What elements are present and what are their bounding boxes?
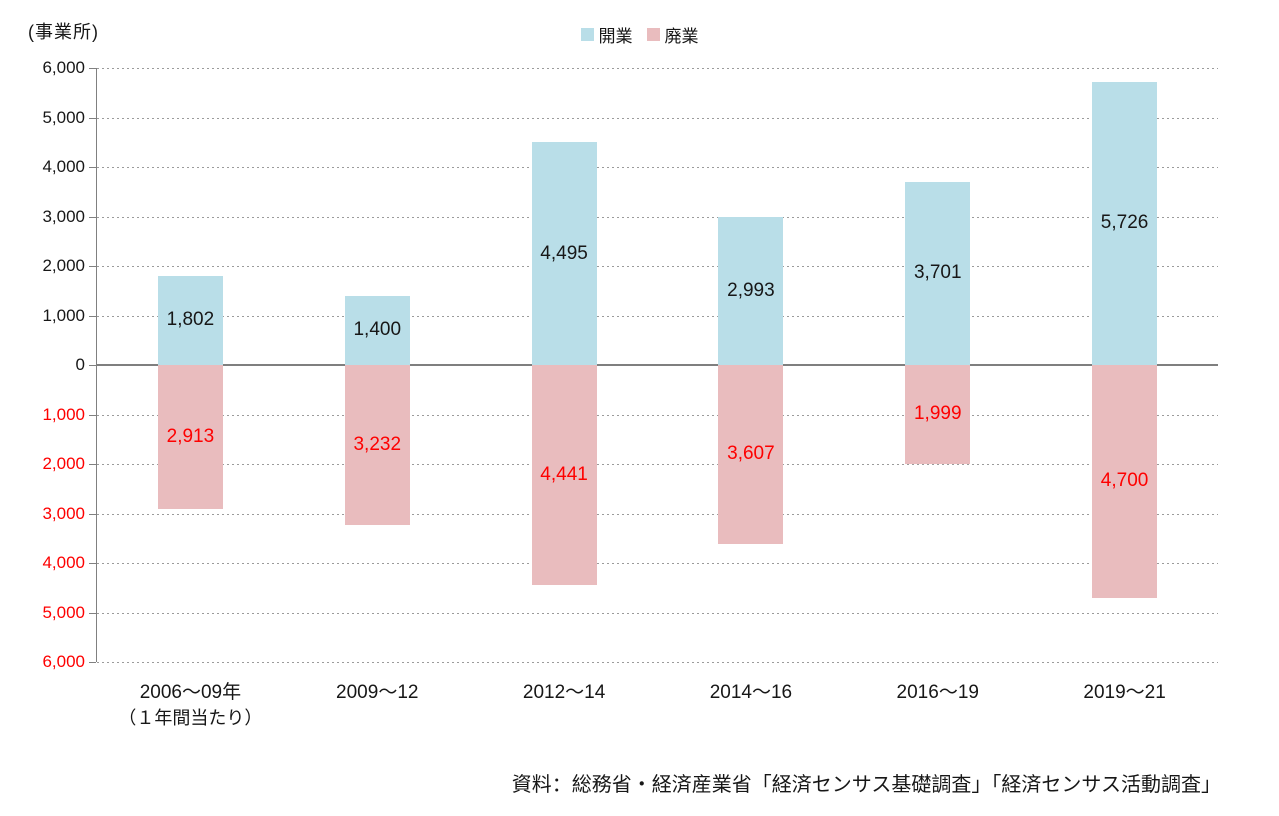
bar-value-label: 5,726 (1100, 212, 1149, 234)
gridline (97, 315, 1218, 317)
gridline (97, 662, 1218, 663)
bar-open: 4,495 (531, 142, 597, 365)
gridline (97, 513, 1218, 515)
legend-item: 開業 (580, 22, 633, 47)
x-axis-label-text: 2006〜09年 (139, 682, 242, 703)
gridline (97, 563, 1218, 564)
x-axis-label: 2014〜16 (658, 680, 844, 706)
bar-value-label: 2,993 (727, 279, 775, 301)
y-axis-label: 4,000 (42, 553, 85, 572)
legend: 開業 廃業 (0, 22, 1279, 47)
bar-open: 1,802 (157, 275, 223, 365)
y-axis-label: 1,000 (42, 404, 85, 424)
bar-open: 1,400 (344, 295, 410, 365)
legend-swatch-icon (646, 28, 660, 41)
y-axis-label: 6,000 (42, 652, 85, 671)
y-axis-tick (89, 167, 96, 168)
gridline (97, 216, 1218, 218)
bar-value-label: 4,495 (540, 242, 588, 264)
x-axis-label: 2012〜14 (471, 680, 657, 706)
gridline (97, 167, 1218, 168)
legend-label: 開業 (598, 27, 633, 46)
bar-value-label: 3,232 (353, 433, 402, 455)
bar-close: 1,999 (905, 365, 971, 464)
bar-open: 5,726 (1092, 81, 1158, 365)
y-axis-tick (89, 662, 96, 663)
bar-value-label: 3,607 (727, 443, 775, 465)
y-axis-label: 3,000 (42, 503, 85, 523)
x-axis-label-text: 2019〜21 (1083, 682, 1166, 703)
x-axis-label: 2019〜21 (1032, 680, 1218, 706)
gridline (97, 414, 1218, 416)
bar-close: 2,913 (157, 365, 223, 510)
bar-value-label: 1,999 (913, 403, 962, 425)
y-axis-label: 5,000 (42, 107, 85, 127)
x-axis-label-text: 2009〜12 (336, 682, 419, 703)
y-axis-tick (89, 216, 96, 218)
gridline (97, 117, 1218, 119)
y-axis-tick (89, 117, 96, 119)
gridline (97, 266, 1218, 267)
bar-value-label: 4,441 (540, 463, 588, 485)
y-axis-tick (89, 563, 96, 564)
x-axis-label: 2006〜09年 （１年間当たり） (97, 680, 283, 731)
plot-area: 6,000 5,000 4,000 3,000 2,000 1,000 0 1,000 2,00… (42, 58, 1218, 671)
x-axis-label: 2009〜12 (284, 680, 470, 706)
y-axis-label: 3,000 (42, 206, 85, 226)
bar-open: 2,993 (718, 216, 784, 365)
bar-open: 3,701 (905, 181, 971, 365)
bar-value-label: 1,400 (353, 319, 402, 341)
gridline (97, 612, 1218, 614)
y-axis-label: 2,000 (42, 454, 85, 473)
y-axis-label: 5,000 (42, 602, 85, 622)
y-axis-tick (89, 612, 96, 614)
legend-swatch-icon (580, 28, 594, 41)
bar-close: 4,441 (531, 365, 597, 585)
y-axis-label: 6,000 (42, 58, 85, 77)
x-axis-label-text: 2014〜16 (709, 682, 793, 703)
x-axis-sublabel: （１年間当たり） (118, 708, 263, 728)
bar-close: 3,607 (718, 365, 784, 544)
y-axis-tick (89, 68, 96, 69)
y-axis-label: 1,000 (42, 305, 85, 325)
bar-value-label: 1,802 (166, 309, 215, 331)
y-axis-tick (89, 266, 96, 267)
y-axis-tick (89, 365, 96, 366)
y-axis-tick (89, 513, 96, 515)
legend-item: 廃業 (646, 22, 699, 47)
y-axis-unit-label: (事業所) (28, 22, 99, 42)
bar-value-label: 2,913 (166, 426, 215, 448)
gridline (97, 68, 1218, 69)
gridline (97, 464, 1218, 465)
x-axis-labels: 2006〜09年 （１年間当たり） 2009〜12 2012〜14 2014〜16 201… (97, 680, 1218, 740)
y-axis-tick (89, 414, 96, 416)
x-axis-label: 2016〜19 (845, 680, 1031, 706)
legend-label: 廃業 (664, 27, 699, 46)
y-axis-line (96, 68, 97, 662)
bar-value-label: 4,700 (1100, 470, 1149, 492)
y-axis-tick (89, 464, 96, 465)
zero-line (97, 364, 1218, 366)
y-axis-label: 2,000 (42, 256, 85, 275)
y-axis-label: 4,000 (42, 157, 85, 176)
bar-close: 3,232 (344, 365, 410, 525)
source-note: 資料：総務省・経済産業省「経済センサス基礎調査」「経済センサス活動調査」 (511, 774, 1221, 796)
bar-close: 4,700 (1092, 365, 1158, 598)
bar-value-label: 3,701 (913, 262, 962, 284)
y-axis-tick (89, 315, 96, 317)
x-axis-label-text: 2016〜19 (896, 682, 979, 703)
y-axis-label: 0 (75, 355, 85, 374)
x-axis-label-text: 2012〜14 (522, 682, 606, 703)
